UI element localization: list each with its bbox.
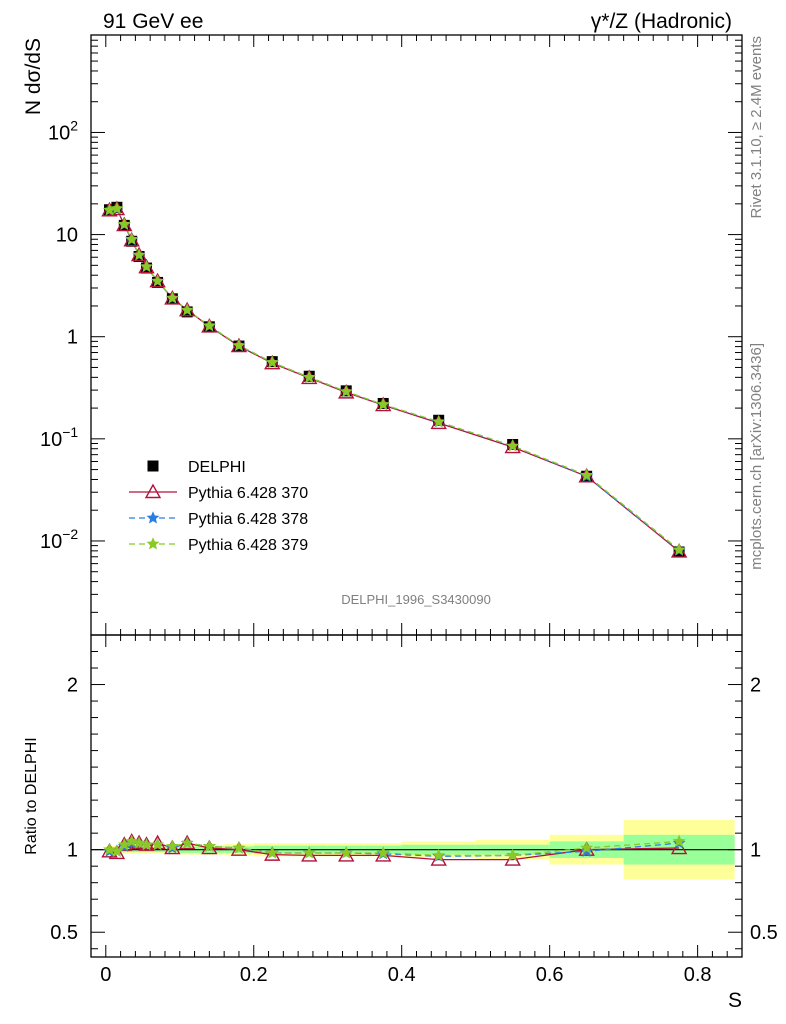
main-series-point (265, 355, 279, 368)
main-series-point (580, 468, 594, 481)
ratio-series-point (432, 848, 446, 861)
ratio-series-point (672, 834, 686, 847)
ratio-series-point (232, 841, 246, 854)
legend-marker (144, 483, 162, 499)
main-series-point (202, 319, 216, 332)
legend-marker (146, 537, 160, 550)
y-tick-label: 10 (56, 225, 78, 247)
main-series-point (302, 370, 316, 383)
ratio-series-point (376, 846, 390, 859)
ratio-series-point (580, 841, 594, 854)
y-tick-label: 0.5 (50, 922, 78, 944)
main-series-point (125, 232, 139, 245)
ratio-series-point (132, 836, 146, 849)
ratio-series-point (151, 837, 165, 851)
ratio-series-point (201, 839, 218, 855)
y-tick-label: 1 (67, 327, 78, 349)
ratio-series-point (578, 841, 595, 856)
main-series-point (376, 397, 390, 410)
ratio-series-point (506, 848, 520, 861)
analysis-label: DELPHI_1996_S3430090 (341, 592, 491, 607)
y-axis-label-ratio: Ratio to DELPHI (23, 737, 40, 854)
x-axis-label: S (728, 989, 742, 1012)
main-series-point (165, 291, 179, 304)
main-series-point (339, 384, 353, 398)
main-series-point (180, 303, 194, 316)
main-series-point (117, 217, 131, 230)
ratio-series-point (165, 839, 179, 852)
main-series-point (140, 259, 153, 273)
legend-marker (147, 460, 159, 472)
y-tick-label-right: 0.5 (750, 922, 778, 944)
x-tick-label: 0 (100, 964, 111, 986)
y-tick-label: 102 (48, 117, 78, 144)
ratio-series-point (140, 837, 153, 851)
ratio-series-point (302, 846, 316, 859)
legend-label: DELPHI (188, 459, 246, 476)
ratio-series-point (108, 844, 126, 860)
ratio-series-point (230, 841, 248, 856)
ratio-series-point (103, 842, 116, 856)
legend-label: Pythia 6.428 370 (188, 485, 308, 502)
ratio-series-point (202, 839, 216, 852)
y-tick-label-right: 2 (750, 675, 761, 697)
ratio-panel (91, 819, 742, 880)
ratio-series-point (265, 846, 279, 859)
ratio-series-point (180, 836, 194, 849)
main-series-point (110, 201, 124, 215)
y-tick-label: 10−2 (40, 526, 78, 553)
ratio-frame (90, 634, 743, 958)
main-series-point (506, 439, 520, 452)
legend-marker (146, 511, 160, 524)
ratio-series-point (301, 847, 318, 862)
y-axis-label-main: N dσ/dS (22, 38, 45, 115)
ratio-series-point (125, 834, 139, 847)
main-series-point (132, 248, 146, 261)
x-tick-label: 0.4 (388, 964, 416, 986)
main-series-point (672, 543, 686, 556)
ratio-series-point (117, 837, 131, 851)
rivet-label: Rivet 3.1.10, ≥ 2.4M events (748, 36, 765, 219)
x-tick-label: 0.6 (536, 964, 564, 986)
main-series-point (432, 414, 446, 428)
y-tick-label-right: 1 (750, 840, 761, 862)
ratio-series-point (264, 846, 281, 861)
ratio-series-point (338, 847, 355, 862)
x-tick-label: 0.2 (240, 964, 268, 986)
header-right: γ*/Z (Hadronic) (591, 10, 732, 33)
header-left: 91 GeV ee (103, 10, 203, 33)
legend-label: Pythia 6.428 378 (188, 511, 308, 528)
main-series-point (151, 274, 165, 287)
legend: DELPHI Pythia 6.428 370 Pythia 6.428 378 Py… (129, 459, 308, 554)
main-series-point (232, 338, 246, 352)
legend-label: Pythia 6.428 379 (188, 537, 308, 554)
ratio-series-point (339, 846, 353, 859)
ratio-series-point (430, 851, 447, 866)
ratio-series-point (375, 847, 392, 862)
y-tick-label: 10−1 (40, 424, 78, 451)
y-tick-label: 1 (67, 840, 78, 862)
ratio-series-point (149, 834, 166, 850)
x-tick-label: 0.8 (684, 964, 712, 986)
y-tick-label: 2 (67, 675, 78, 697)
mcplots-label: mcplots.cern.ch [arXiv:1306.3436] (748, 343, 765, 570)
